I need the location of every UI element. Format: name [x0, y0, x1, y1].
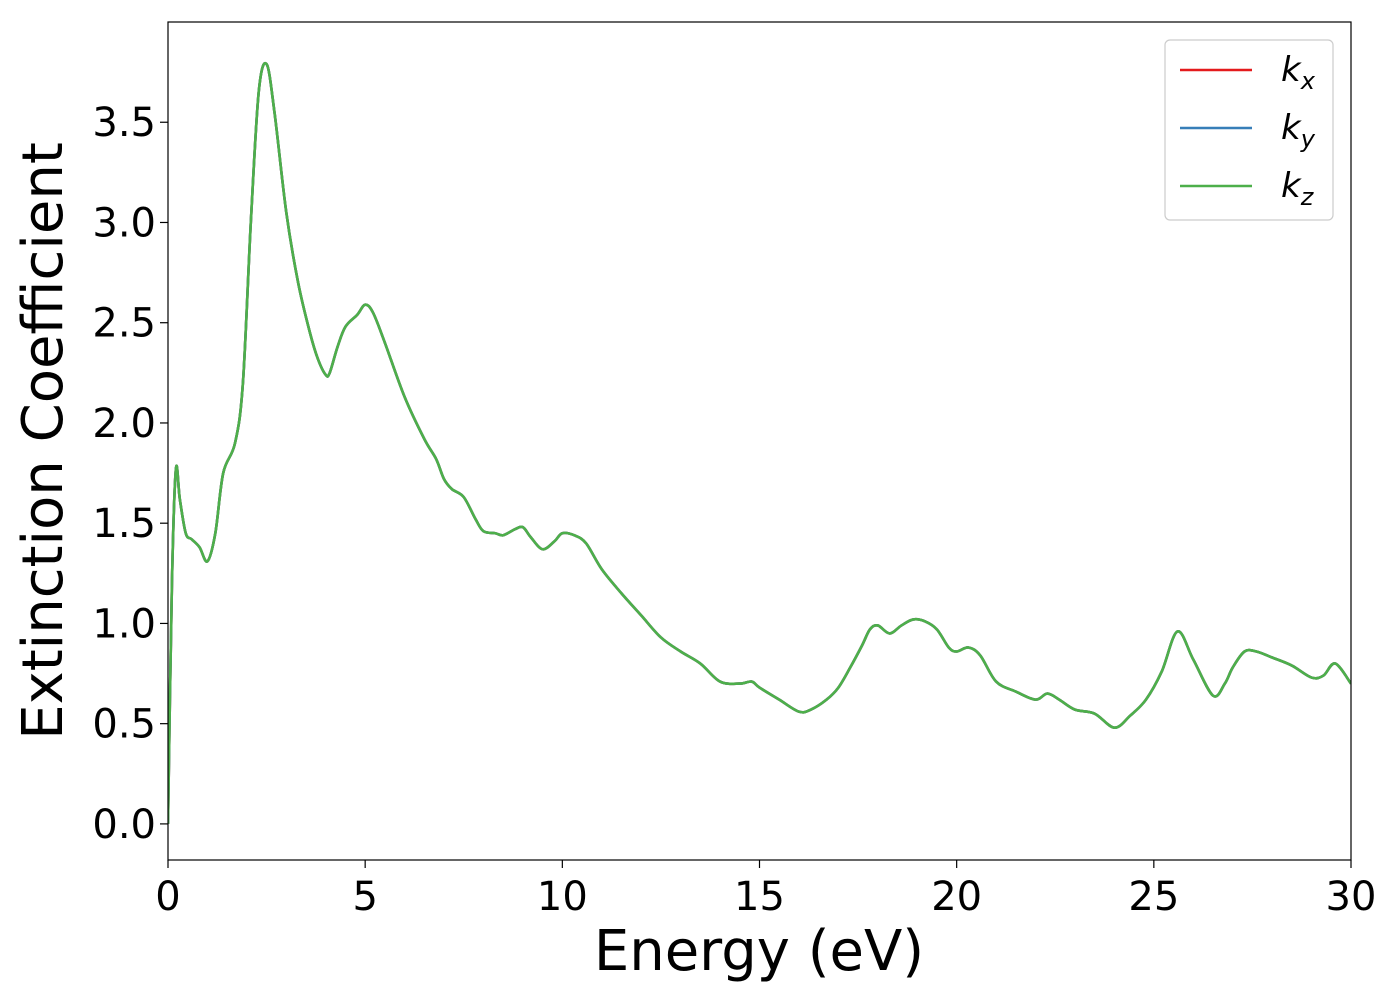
y-tick-label: 1.5	[92, 501, 156, 547]
y-tick-label: 3.5	[92, 100, 156, 146]
x-tick-label: 25	[1128, 874, 1179, 920]
y-tick-label: 2.5	[92, 301, 156, 347]
x-tick-label: 5	[352, 874, 377, 920]
series-layer	[168, 61, 1351, 824]
y-tick-label: 0.0	[92, 802, 156, 848]
y-tick-label: 0.5	[92, 702, 156, 748]
series-line-kz	[168, 61, 1351, 824]
x-tick-label: 15	[734, 874, 785, 920]
x-tick-label: 0	[155, 874, 180, 920]
x-axis-label: Energy (eV)	[594, 919, 924, 984]
legend-label-kz: kz	[1281, 166, 1315, 211]
x-axis-ticks: 0 5 10 15 20 25 30	[155, 860, 1376, 920]
y-axis-label: Extinction Coefficient	[11, 142, 76, 740]
y-axis-ticks: 0.0 0.5 1.0 1.5 2.0 2.5 3.0 3.5	[92, 100, 168, 848]
legend-label-kx: kx	[1281, 50, 1316, 95]
y-tick-label: 1.0	[92, 601, 156, 647]
legend: kx ky kz	[1164, 39, 1334, 221]
legend-box	[1164, 39, 1334, 221]
y-tick-label: 2.0	[92, 401, 156, 447]
legend-label-ky: ky	[1281, 108, 1316, 153]
legend-items: kx ky kz	[1180, 50, 1316, 211]
x-tick-label: 10	[537, 874, 588, 920]
x-tick-label: 20	[931, 874, 982, 920]
y-tick-label: 3.0	[92, 200, 156, 246]
x-tick-label: 30	[1326, 874, 1377, 920]
